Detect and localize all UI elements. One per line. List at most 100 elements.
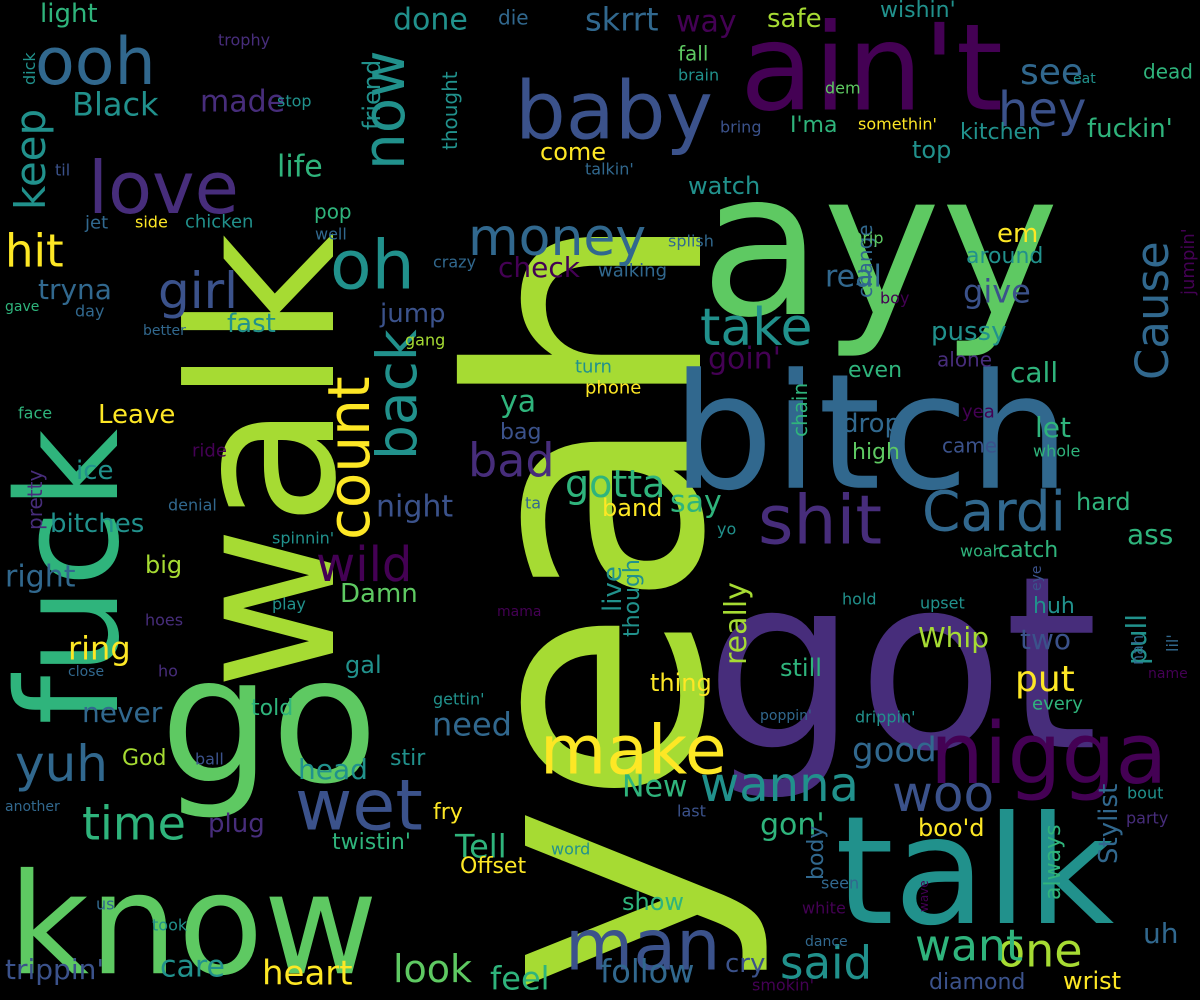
word-tell: Tell	[455, 827, 507, 866]
word-one: one	[997, 923, 1083, 978]
word-wanna: wanna	[700, 756, 859, 813]
word-friend: friend	[358, 59, 386, 130]
word-real: real	[825, 259, 882, 295]
word-check: check	[498, 251, 580, 285]
word-em: em	[997, 219, 1039, 250]
word-pretty: pretty	[23, 469, 47, 530]
word-time: time	[82, 796, 186, 851]
word-hey: hey	[998, 81, 1087, 138]
word-dance: dance	[805, 934, 848, 951]
word-lil-: lil'	[1163, 634, 1182, 652]
word-spinnin-: spinnin'	[272, 528, 335, 548]
word-really: really	[719, 582, 754, 665]
word-cry: cry	[725, 949, 766, 980]
word-way: way	[676, 4, 737, 40]
word-smokin-: smokin'	[752, 975, 814, 995]
word-dem: dem	[825, 78, 861, 98]
word-offset: Offset	[460, 853, 527, 879]
word-thought: thought	[438, 71, 462, 150]
word-gal: gal	[345, 650, 382, 679]
word-bout: bout	[1127, 783, 1164, 803]
word-brain: brain	[678, 65, 720, 85]
word-hold: hold	[842, 589, 877, 609]
word-nigga: nigga	[930, 704, 1168, 804]
word-cardi: Cardi	[922, 479, 1066, 544]
word-show: show	[622, 887, 685, 916]
word-yuh: yuh	[15, 735, 108, 793]
word-name: name	[1148, 666, 1188, 683]
word-gettin-: gettin'	[433, 689, 485, 709]
word-feel: feel	[490, 959, 550, 998]
word-know: know	[8, 844, 378, 1000]
word-thing: thing	[650, 668, 712, 697]
word-play: play	[272, 594, 306, 614]
word-ass: ass	[1127, 518, 1174, 552]
word-trippin-: trippin'	[5, 953, 105, 987]
word-money: money	[468, 208, 647, 269]
word-well: well	[315, 224, 347, 244]
word-hoes: hoes	[145, 610, 184, 630]
word-dead: dead	[1143, 59, 1193, 84]
word-fall: fall	[678, 41, 709, 66]
word-splish: splish	[668, 231, 714, 251]
word-two: two	[1020, 623, 1072, 657]
word-keep: keep	[6, 108, 55, 210]
word-talkin-: talkin'	[585, 159, 634, 179]
word-pop: pop	[314, 199, 352, 224]
word-twistin-: twistin'	[332, 829, 411, 855]
word-ya: ya	[500, 384, 537, 420]
word-plug: plug	[208, 809, 265, 840]
word-somethin-: somethin'	[858, 114, 937, 134]
word-stir: stir	[390, 745, 426, 771]
word-day: day	[75, 301, 105, 321]
word-wild: wild	[316, 536, 413, 593]
word-tryna: tryna	[38, 273, 112, 307]
word-pussy: pussy	[931, 317, 1007, 348]
word-hit: hit	[5, 224, 64, 278]
word-life: life	[277, 149, 323, 185]
word-man: man	[565, 904, 721, 987]
word-came: came	[942, 433, 998, 458]
word-goin-: goin'	[708, 341, 781, 377]
word-ayy: ayy	[700, 129, 1060, 362]
word-talk: talk	[835, 785, 1115, 959]
word-eye: eye	[1029, 565, 1045, 591]
word-nah: nah	[1128, 634, 1147, 665]
word-new: New	[622, 769, 688, 805]
word-turn: turn	[575, 356, 612, 378]
word-upset: upset	[920, 593, 965, 613]
word-gotta: gotta	[565, 462, 666, 507]
word-fuckin-: fuckin'	[1087, 114, 1173, 145]
word-jump: jump	[380, 299, 446, 330]
word-hard: hard	[1076, 487, 1131, 516]
word-woah: woah	[960, 541, 1003, 561]
word-need: need	[432, 705, 512, 744]
word-around: around	[966, 243, 1044, 269]
word-god: God	[122, 745, 167, 771]
word-ooh: ooh	[35, 25, 156, 101]
word-whole: whole	[1033, 441, 1081, 461]
word-come: come	[540, 137, 607, 166]
word-give: give	[963, 272, 1031, 311]
word-never: never	[82, 696, 163, 730]
word-last: last	[677, 801, 706, 821]
word-ride: ride	[192, 440, 227, 462]
word-eat: eat	[1073, 71, 1096, 88]
word-care: care	[160, 949, 226, 985]
word-bring: bring	[720, 117, 762, 137]
word-ain-t: ain't	[740, 0, 1003, 139]
word-say: say	[670, 484, 722, 520]
word-see: see	[1020, 51, 1084, 93]
word-go: go	[160, 620, 379, 823]
word-oh: oh	[330, 226, 415, 306]
word-watch: watch	[688, 171, 761, 200]
word-us: us	[96, 894, 115, 914]
word-side: side	[135, 212, 168, 232]
word-yea: yea	[962, 401, 995, 423]
word-love: love	[88, 145, 239, 230]
word-ice: ice	[76, 456, 114, 487]
word-stylist: Stylist	[1094, 783, 1124, 864]
word-even: even	[848, 357, 903, 383]
word-whip: Whip	[918, 621, 989, 655]
word-made: made	[200, 84, 286, 120]
